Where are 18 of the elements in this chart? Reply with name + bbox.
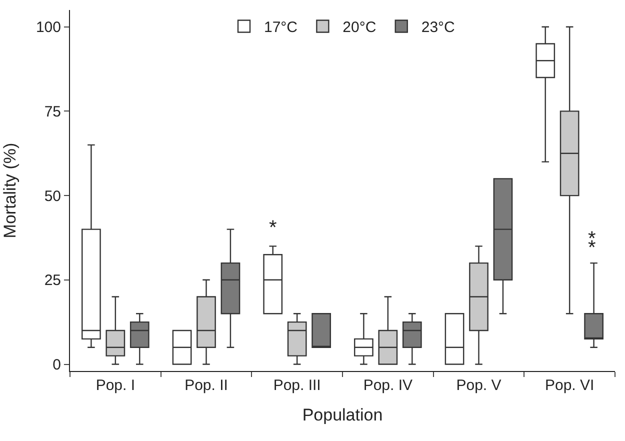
y-tick-label: 75 <box>44 103 61 120</box>
y-tick-label: 25 <box>44 272 61 290</box>
legend-label: 23°C <box>421 19 456 36</box>
y-tick-label: 50 <box>44 188 61 205</box>
annotation: * <box>269 217 277 239</box>
x-tick-label: Pop. V <box>456 377 502 394</box>
legend-label: 20°C <box>342 19 376 36</box>
x-tick-label: Pop. IV <box>363 377 413 394</box>
x-tick-label: Pop. III <box>273 377 321 394</box>
x-tick-label: Pop. I <box>96 377 136 394</box>
y-tick-label: 0 <box>52 356 61 374</box>
annotation: ** <box>588 228 596 259</box>
x-axis-title: Population <box>302 405 383 424</box>
x-tick-label: Pop. VI <box>544 377 594 394</box>
y-axis-title: Mortality (%) <box>0 142 20 238</box>
legend-label: 17°C <box>264 19 298 36</box>
x-tick-label: Pop. II <box>184 377 228 394</box>
y-tick-label: 100 <box>36 19 61 36</box>
